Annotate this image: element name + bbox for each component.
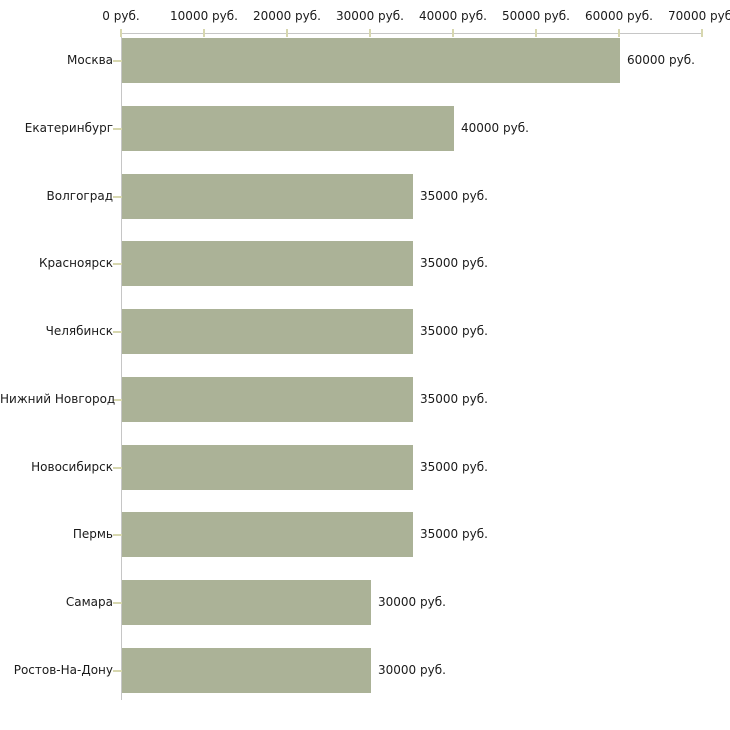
category-label: Екатеринбург <box>24 121 113 135</box>
x-axis-tick <box>452 29 454 37</box>
category-tick <box>113 467 122 469</box>
category-tick <box>113 263 122 265</box>
category-tick <box>113 670 122 672</box>
x-axis-tick <box>535 29 537 37</box>
x-axis-tick-label: 30000 руб. <box>336 9 404 23</box>
x-axis-tick <box>120 29 122 37</box>
x-axis-tick-label: 40000 руб. <box>419 9 487 23</box>
category-tick <box>113 399 122 401</box>
x-axis-tick <box>203 29 205 37</box>
bar <box>122 174 413 219</box>
category-tick <box>113 331 122 333</box>
category-label: Ростов-На-Дону <box>13 663 113 677</box>
value-label: 35000 руб. <box>420 392 488 406</box>
category-label: Челябинск <box>45 324 113 338</box>
category-tick <box>113 60 122 62</box>
x-axis-tick-label: 70000 руб. <box>668 9 730 23</box>
bar <box>122 38 620 83</box>
x-axis-tick <box>618 29 620 37</box>
category-label: Нижний Новгород <box>0 392 116 406</box>
x-axis-tick <box>701 29 703 37</box>
x-axis-tick-label: 0 руб. <box>102 9 140 23</box>
y-axis-line <box>121 33 122 700</box>
bar <box>122 241 413 286</box>
x-axis-tick-label: 60000 руб. <box>585 9 653 23</box>
value-label: 35000 руб. <box>420 256 488 270</box>
category-label: Пермь <box>72 527 113 541</box>
x-axis-tick <box>286 29 288 37</box>
value-label: 30000 руб. <box>378 663 446 677</box>
category-tick <box>113 534 122 536</box>
x-axis-tick-label: 50000 руб. <box>502 9 570 23</box>
value-label: 35000 руб. <box>420 324 488 338</box>
category-tick <box>113 602 122 604</box>
value-label: 35000 руб. <box>420 460 488 474</box>
bar <box>122 106 454 151</box>
category-tick <box>113 196 122 198</box>
category-label: Красноярск <box>39 256 113 270</box>
x-axis-tick-label: 10000 руб. <box>170 9 238 23</box>
bar <box>122 512 413 557</box>
bar <box>122 580 371 625</box>
category-tick <box>113 128 122 130</box>
value-label: 40000 руб. <box>461 121 529 135</box>
value-label: 30000 руб. <box>378 595 446 609</box>
x-axis-line <box>121 33 703 34</box>
value-label: 60000 руб. <box>627 53 695 67</box>
bar <box>122 445 413 490</box>
category-label: Москва <box>67 53 113 67</box>
bar <box>122 309 413 354</box>
bar <box>122 377 413 422</box>
x-axis-tick <box>369 29 371 37</box>
category-label: Новосибирск <box>31 460 113 474</box>
value-label: 35000 руб. <box>420 527 488 541</box>
x-axis-tick-label: 20000 руб. <box>253 9 321 23</box>
value-label: 35000 руб. <box>420 189 488 203</box>
category-label: Самара <box>65 595 113 609</box>
category-label: Волгоград <box>46 189 113 203</box>
bar <box>122 648 371 693</box>
